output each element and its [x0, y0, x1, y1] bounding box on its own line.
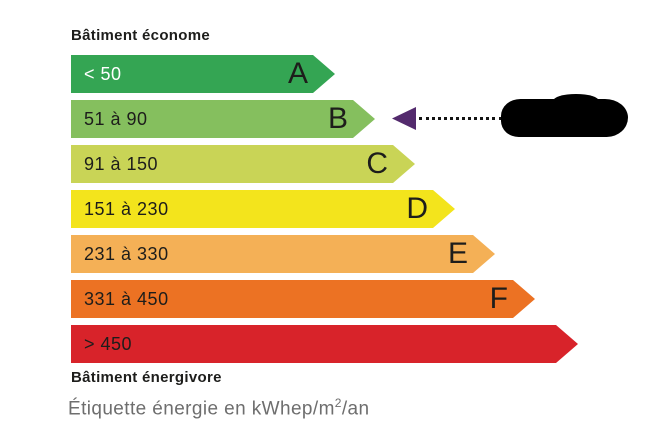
caption-suffix: /an — [341, 398, 370, 420]
energy-range-label: 151 à 230 — [84, 198, 169, 219]
redacted-value-scribble — [501, 94, 628, 137]
energy-row-g: > 450 — [71, 325, 578, 363]
energy-row-e: 231 à 330 E — [71, 235, 578, 273]
energy-row-a: < 50 A — [71, 55, 578, 93]
energy-range-label: 331 à 450 — [84, 288, 169, 309]
energy-bar-a: < 50 A — [71, 55, 335, 93]
energy-row-d: 151 à 230 D — [71, 190, 578, 228]
energy-row-c: 91 à 150 C — [71, 145, 578, 183]
indicator-dotted-line — [419, 117, 502, 120]
caption-superscript: 2 — [334, 396, 342, 410]
energy-class-bars: < 50 A 51 à 90 B 91 à 150 C 151 à 230 D — [71, 55, 578, 370]
energy-range-label: > 450 — [84, 333, 133, 354]
energy-class-letter: E — [447, 237, 468, 270]
energy-bar-b: 51 à 90 B — [71, 100, 375, 138]
caption-prefix: Étiquette énergie en kWhep/m — [68, 398, 335, 420]
energy-class-letter: D — [406, 192, 428, 225]
energy-bar-g: > 450 — [71, 325, 578, 363]
energy-bar-c: 91 à 150 C — [71, 145, 415, 183]
energy-range-label: 51 à 90 — [84, 108, 148, 129]
energy-row-f: 331 à 450 F — [71, 280, 578, 318]
energy-class-letter: A — [287, 57, 308, 90]
energy-range-label: 231 à 330 — [84, 243, 169, 264]
energy-intensive-building-label: Bâtiment énergivore — [71, 369, 222, 386]
energy-bar-f: 331 à 450 F — [71, 280, 535, 318]
energy-range-label: < 50 — [84, 63, 122, 84]
energy-class-letter: B — [327, 102, 348, 135]
energy-bar-e: 231 à 330 E — [71, 235, 495, 273]
energy-class-letter: F — [489, 282, 508, 315]
energy-row-b: 51 à 90 B — [71, 100, 578, 138]
energy-range-label: 91 à 150 — [84, 153, 159, 174]
energy-class-letter: C — [366, 147, 388, 180]
energy-bar-d: 151 à 230 D — [71, 190, 455, 228]
economical-building-label: Bâtiment économe — [71, 27, 210, 44]
chart-caption: Étiquette énergie en kWhep/m2/an — [68, 396, 370, 420]
